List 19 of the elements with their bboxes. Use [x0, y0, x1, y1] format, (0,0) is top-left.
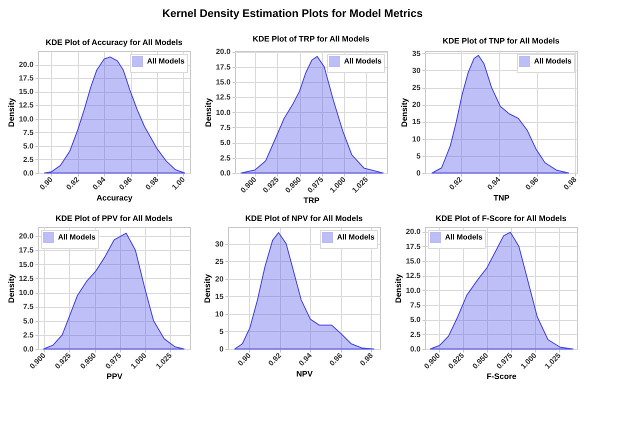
y-axis-title: Density [203, 274, 212, 303]
x-axis-title: TRP [304, 196, 320, 206]
x-axis-title: PPV [106, 372, 124, 382]
chart-title: KDE Plot of F-Score for All Models [436, 214, 567, 223]
y-axis-title: Density [394, 274, 403, 303]
y-axis-title: Density [6, 98, 16, 127]
x-axis-title: F-Score [486, 372, 517, 382]
chart-title: KDE Plot of TRP for All Models [252, 34, 370, 44]
chart-title: KDE Plot of Accuracy for All Models [46, 38, 183, 47]
x-axis-title: NPV [296, 369, 314, 378]
x-axis-title: TNP [494, 193, 510, 202]
x-axis-title: Accuracy [96, 193, 134, 202]
chart-title: KDE Plot of PPV for All Models [55, 214, 174, 223]
text: Kernel Density Estimation Plots for Model Metrics [162, 8, 423, 20]
chart-title: KDE Plot of TNP for All Models [442, 36, 560, 46]
chart-title: KDE Plot of NPV for All Models [245, 214, 364, 223]
y-axis-title: Density [400, 98, 410, 127]
y-axis-title: Density [204, 98, 213, 127]
y-axis-title: Density [6, 274, 16, 303]
